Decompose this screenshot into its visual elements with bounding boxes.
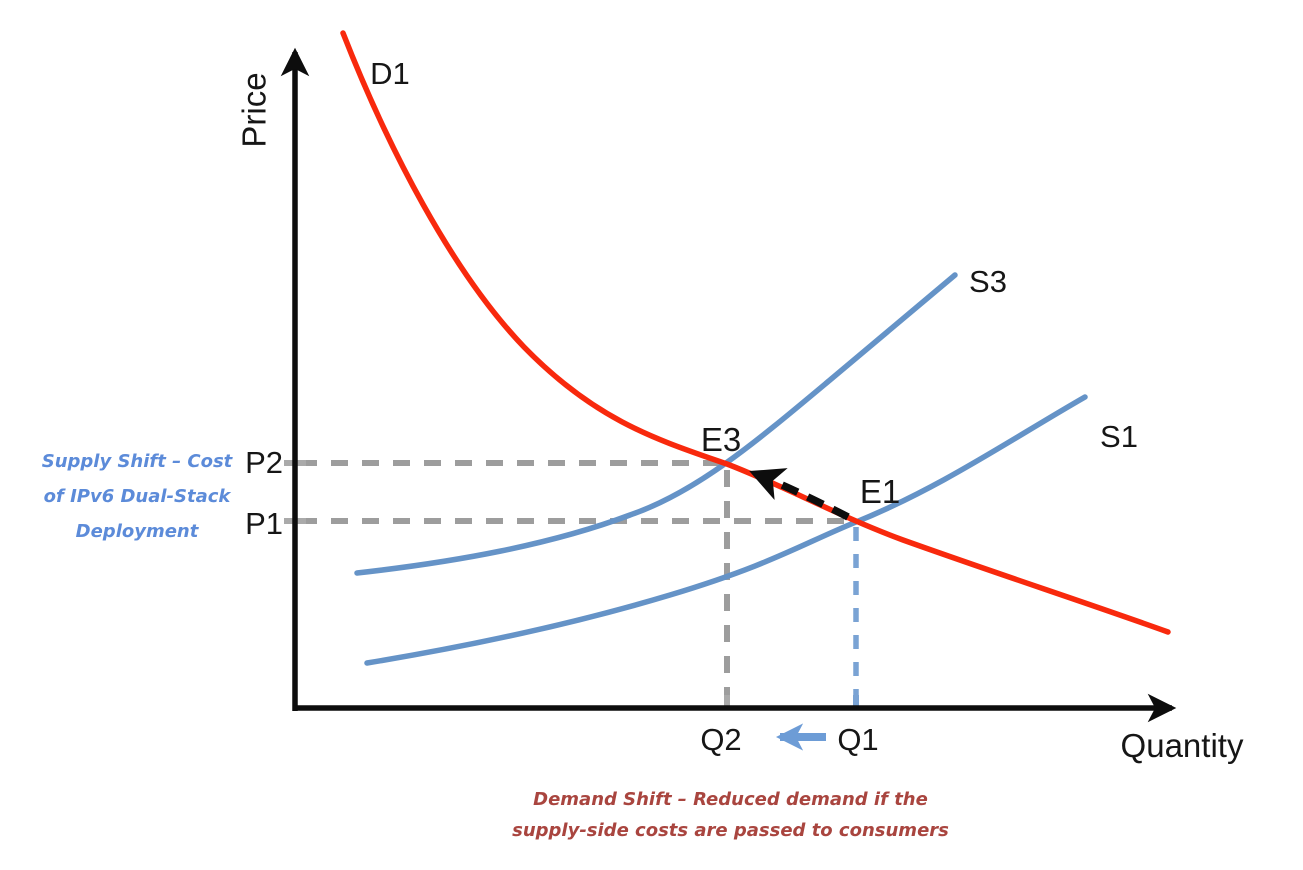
demand-shift-annotation-line1: Demand Shift – Reduced demand if the <box>533 789 928 810</box>
supply-curve-s1 <box>364 394 1088 666</box>
supply-shift-annotation-line1: Supply Shift – Cost <box>41 451 233 472</box>
supply-s1-label: S1 <box>1100 419 1138 454</box>
supply-shift-annotation: Supply Shift – Cost of IPv6 Dual-Stack D… <box>18 444 256 549</box>
demand-curve-label: D1 <box>370 56 410 91</box>
quantity-q1-label: Q1 <box>837 722 878 757</box>
supply-s3-label: S3 <box>969 264 1007 299</box>
supply-curve-s3 <box>354 272 958 576</box>
price-axis-label: Price <box>236 72 273 147</box>
demand-curve-d1 <box>340 30 1171 635</box>
quantity-axis-label: Quantity <box>1121 727 1244 764</box>
demand-shift-annotation-line2: supply-side costs are passed to consumer… <box>512 820 949 841</box>
equilibrium-e1-label: E1 <box>860 473 900 510</box>
equilibrium-e3-label: E3 <box>701 421 741 458</box>
demand-shift-annotation: Demand Shift – Reduced demand if the sup… <box>488 784 973 846</box>
supply-shift-annotation-line3: Deployment <box>75 521 199 542</box>
quantity-q2-label: Q2 <box>700 722 741 757</box>
price-p1-label: P1 <box>245 506 283 541</box>
price-p2-label: P2 <box>245 445 283 480</box>
shift-arrow-e1-to-e3 <box>749 468 850 521</box>
supply-shift-annotation-line2: of IPv6 Dual-Stack <box>43 486 231 507</box>
